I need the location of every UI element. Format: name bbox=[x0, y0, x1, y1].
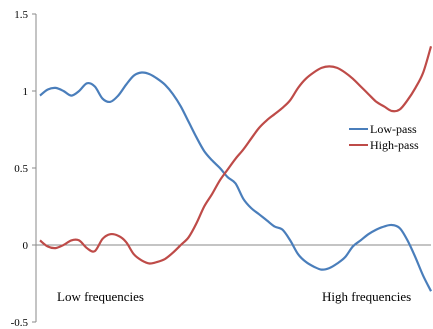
y-tick-label: 0 bbox=[23, 240, 29, 252]
legend: Low-pass High-pass bbox=[349, 122, 419, 152]
y-tick-label: 1.5 bbox=[14, 9, 28, 21]
series-line-low-pass bbox=[39, 71, 432, 292]
series-line-high-pass bbox=[39, 45, 433, 265]
annotation-high-frequencies: High frequencies bbox=[322, 289, 411, 304]
legend-label-low-pass: Low-pass bbox=[370, 122, 417, 136]
y-ticks: -0.5 0 0.5 1 1.5 bbox=[11, 9, 36, 329]
annotation-low-frequencies: Low frequencies bbox=[57, 289, 144, 304]
y-tick-label: -0.5 bbox=[11, 317, 29, 329]
y-tick-label: 1 bbox=[23, 86, 29, 98]
series-layer bbox=[39, 45, 433, 292]
y-tick-label: 0.5 bbox=[14, 163, 28, 175]
legend-label-high-pass: High-pass bbox=[370, 138, 419, 152]
